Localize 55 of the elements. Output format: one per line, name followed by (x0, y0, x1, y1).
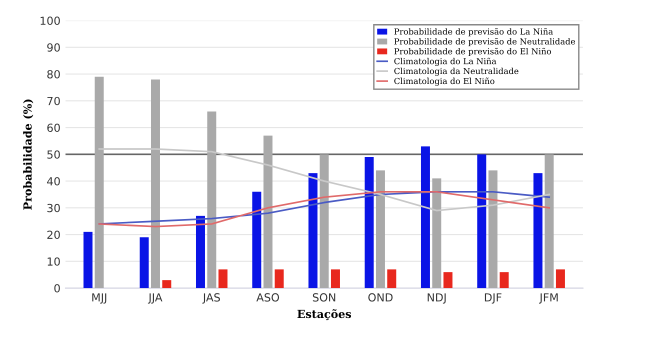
bar (263, 136, 272, 288)
x-tick-label: JAS (202, 293, 220, 304)
x-tick-label: NDJ (428, 293, 446, 304)
bar (500, 272, 509, 288)
x-axis-title: Estações (297, 309, 352, 320)
bar (84, 232, 92, 288)
y-tick-label: 20 (47, 230, 60, 239)
bar (94, 76, 104, 288)
x-tick-label: DJF (484, 293, 502, 304)
legend-label: Probabilidade de previsão de Neutralidade (394, 38, 576, 46)
bar (320, 154, 329, 288)
bar (218, 269, 228, 288)
y-tick-label: 0 (54, 284, 60, 292)
bar (533, 173, 542, 288)
bar (488, 170, 498, 288)
bar (420, 146, 430, 288)
bar (308, 173, 318, 288)
bar (150, 79, 160, 288)
bar (432, 178, 442, 288)
legend-label: Climatologia do La Niña (394, 58, 496, 66)
bar (330, 269, 340, 288)
bar (556, 269, 565, 288)
y-tick-label: 40 (47, 177, 60, 186)
y-axis-title: Probabilidade (%) (23, 100, 34, 210)
y-tick-label: 80 (47, 70, 60, 78)
y-tick-label: 10 (48, 257, 60, 266)
bar (207, 112, 216, 288)
bar (544, 154, 554, 288)
bar (387, 269, 396, 288)
bar (274, 269, 284, 288)
x-tick-label: MJJ (92, 293, 106, 304)
y-tick-label: 60 (47, 124, 60, 132)
y-tick-label: 90 (47, 43, 60, 52)
y-tick-label: 100 (40, 16, 60, 25)
x-tick-label: ASO (256, 293, 280, 302)
bar (364, 157, 374, 288)
x-tick-label: JJA (148, 293, 162, 304)
legend-label: Probabilidade de previsão do El Niño (394, 48, 552, 56)
y-tick-label: 50 (47, 150, 60, 159)
legend-label: Probabilidade de previsão do La Niña (394, 28, 553, 36)
line-series (98, 148, 550, 212)
bar (376, 170, 385, 288)
bar (140, 237, 149, 288)
legend-label: Climatologia do El Niño (394, 78, 494, 86)
y-tick-label: 70 (47, 96, 60, 106)
x-tick-label: SON (312, 293, 336, 302)
bar (162, 280, 172, 288)
bar (196, 216, 205, 288)
x-tick-label: JFM (539, 293, 558, 304)
x-tick-label: OND (368, 293, 393, 302)
bar (252, 192, 262, 288)
bar (477, 154, 486, 288)
y-tick-label: 30 (47, 204, 60, 212)
legend-label: Climatologia da Neutralidade (394, 68, 518, 76)
bar (443, 272, 452, 288)
